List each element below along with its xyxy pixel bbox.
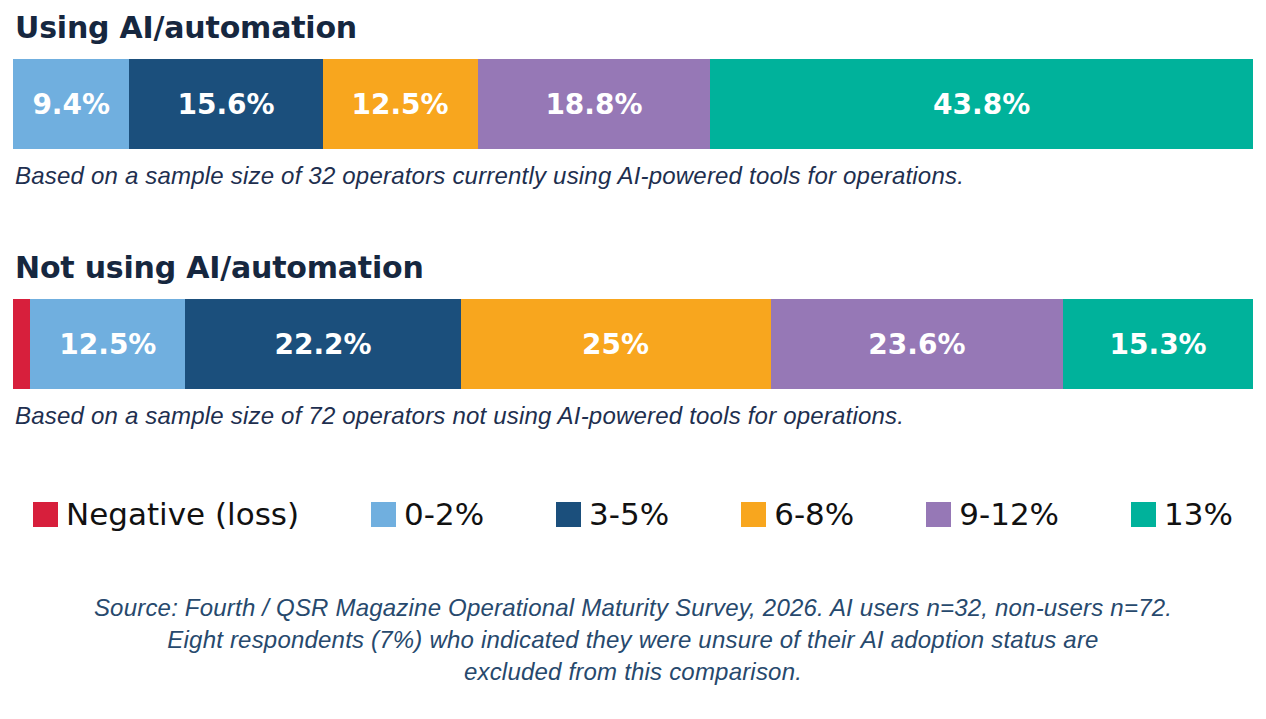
bar-segment-label: 22.2% — [274, 328, 371, 361]
bar-segment-label: 9.4% — [32, 88, 110, 121]
bar-segment: 15.3% — [1063, 299, 1253, 389]
legend-swatch — [556, 502, 581, 527]
sample-note-not-using-ai: Based on a sample size of 72 operators n… — [15, 402, 1253, 430]
bar-segment-label: 15.6% — [177, 88, 274, 121]
source-line: Eight respondents (7%) who indicated the… — [13, 624, 1253, 656]
legend-label: 9-12% — [959, 496, 1059, 532]
legend-label: 3-5% — [589, 496, 669, 532]
bar-segment-label: 15.3% — [1110, 328, 1207, 361]
section-not-using-ai: Not using AI/automation 12.5% 22.2% 25% 23.… — [13, 246, 1253, 430]
section-title-not-using-ai: Not using AI/automation — [15, 246, 1253, 285]
bar-segment: 23.6% — [771, 299, 1064, 389]
bar-segment-label: 25% — [582, 328, 649, 361]
bar-segment-label: 12.5% — [352, 88, 449, 121]
legend-label: 6-8% — [774, 496, 854, 532]
bar-segment: 15.6% — [129, 59, 322, 149]
bar-segment: 12.5% — [30, 299, 185, 389]
sample-note-using-ai: Based on a sample size of 32 operators c… — [15, 162, 1253, 190]
bar-segment: 22.2% — [185, 299, 460, 389]
legend-swatch — [926, 502, 951, 527]
legend-swatch — [371, 502, 396, 527]
stacked-bar-using-ai: 9.4% 15.6% 12.5% 18.8% 43.8% — [13, 59, 1253, 149]
bar-segment-label: 23.6% — [868, 328, 965, 361]
legend-item: 3-5% — [556, 496, 669, 532]
bar-segment: 9.4% — [13, 59, 129, 149]
bar-segment-label: 12.5% — [59, 328, 156, 361]
legend-label: 0-2% — [404, 496, 484, 532]
bar-segment: 12.5% — [323, 59, 478, 149]
bar-segment: 43.8% — [710, 59, 1253, 149]
legend-swatch — [1131, 502, 1156, 527]
chart-page: Using AI/automation 9.4% 15.6% 12.5% 18.8% 4… — [0, 0, 1266, 719]
stacked-bar-not-using-ai: 12.5% 22.2% 25% 23.6% 15.3% — [13, 299, 1253, 389]
legend-label: Negative (loss) — [66, 496, 299, 532]
section-using-ai: Using AI/automation 9.4% 15.6% 12.5% 18.8% 4… — [13, 6, 1253, 190]
legend-swatch — [33, 502, 58, 527]
section-title-using-ai: Using AI/automation — [15, 6, 1253, 45]
source-line: excluded from this comparison. — [13, 656, 1253, 688]
legend-label: 13% — [1164, 496, 1233, 532]
legend-item: Negative (loss) — [33, 496, 299, 532]
source-line: Source: Fourth / QSR Magazine Operationa… — [13, 592, 1253, 624]
bar-segment-label: 18.8% — [545, 88, 642, 121]
bar-segment: 25% — [461, 299, 771, 389]
bar-segment — [13, 299, 30, 389]
legend: Negative (loss) 0-2% 3-5% 6-8% 9-12% 13% — [33, 496, 1233, 532]
bar-segment: 18.8% — [478, 59, 711, 149]
legend-item: 13% — [1131, 496, 1233, 532]
legend-item: 9-12% — [926, 496, 1059, 532]
bar-segment-label: 43.8% — [933, 88, 1030, 121]
legend-swatch — [741, 502, 766, 527]
legend-item: 6-8% — [741, 496, 854, 532]
source-note: Source: Fourth / QSR Magazine Operationa… — [13, 592, 1253, 688]
legend-item: 0-2% — [371, 496, 484, 532]
